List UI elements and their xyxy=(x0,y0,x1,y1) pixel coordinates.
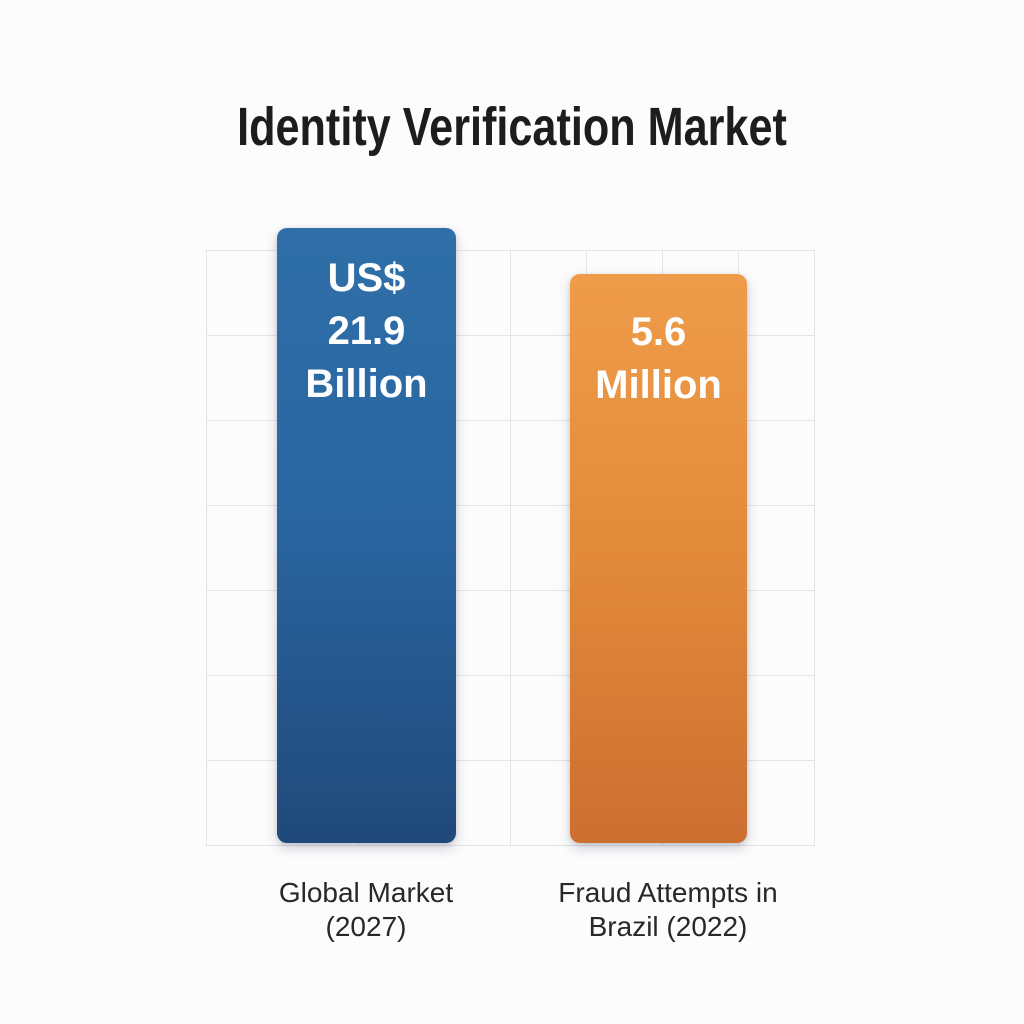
bar-global-market: US$ 21.9 Billion xyxy=(277,228,456,843)
bar-value-line: Million xyxy=(595,363,722,407)
bar-fraud-attempts: 5.6 Million xyxy=(570,274,747,843)
category-label-line: (2027) xyxy=(325,911,407,942)
category-label-global-market: Global Market (2027) xyxy=(186,876,546,944)
bar-value-line: 21.9 xyxy=(327,309,406,353)
category-label-fraud-attempts: Fraud Attempts in Brazil (2022) xyxy=(488,876,848,944)
category-label-line: Fraud Attempts in xyxy=(558,877,778,908)
chart-title: Identity Verification Market xyxy=(237,97,787,157)
category-label-line: Brazil (2022) xyxy=(588,911,748,942)
bar-value-line: Billion xyxy=(305,362,428,406)
category-label-line: Global Market xyxy=(278,877,454,908)
bar-value-line: 5.6 xyxy=(630,310,687,354)
bar-value-line: US$ xyxy=(327,256,406,300)
